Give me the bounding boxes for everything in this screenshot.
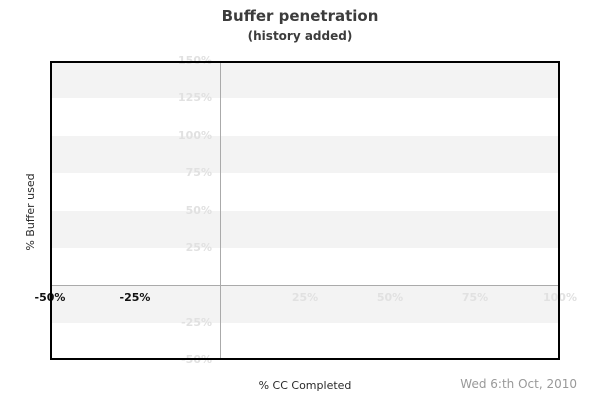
x-axis-tick: 50% (376, 291, 404, 305)
x-axis-tick: -25% (119, 291, 151, 305)
date-label: Wed 6:th Oct, 2010 (460, 377, 577, 391)
y-axis-tick: -50% (181, 353, 212, 366)
y-axis-tick: 50% (185, 203, 212, 217)
y-axis-tick: 125% (178, 91, 212, 105)
chart-title: Buffer penetration (221, 7, 379, 25)
y-axis-tick: -25% (181, 315, 212, 329)
plot-stripe (50, 247, 560, 286)
chart-subtitle: (history added) (247, 29, 353, 43)
y-axis-tick: 150% (178, 54, 212, 67)
x-axis-tick: -50% (34, 291, 66, 305)
plot-tick-labels: 150% 125% 100% 75% 50% 25% -25% -50% -50% -25% 25%… (35, 55, 577, 366)
x-axis-tick: 100% (543, 291, 577, 305)
plot-stripe (50, 61, 560, 99)
y-axis-tick: 25% (185, 240, 212, 254)
plot-stripe (50, 135, 560, 174)
x-axis-tick: 25% (291, 291, 319, 305)
x-axis-title: % CC Completed (258, 379, 352, 392)
zero-line-horizontal (50, 285, 560, 287)
plot-stripe (50, 98, 560, 136)
plot-stripe (50, 322, 560, 360)
y-axis-tick: 100% (178, 128, 212, 142)
y-axis-title: % Buffer used (24, 173, 37, 251)
y-axis-tick: 75% (185, 166, 212, 180)
plot-background (50, 61, 560, 360)
plot-stripe (50, 173, 560, 211)
zero-line-vertical (220, 61, 221, 360)
x-axis-tick: 75% (461, 291, 489, 305)
plot-gridlines (50, 61, 560, 360)
plot-stripe (50, 285, 560, 323)
plot-stripe (50, 210, 560, 248)
